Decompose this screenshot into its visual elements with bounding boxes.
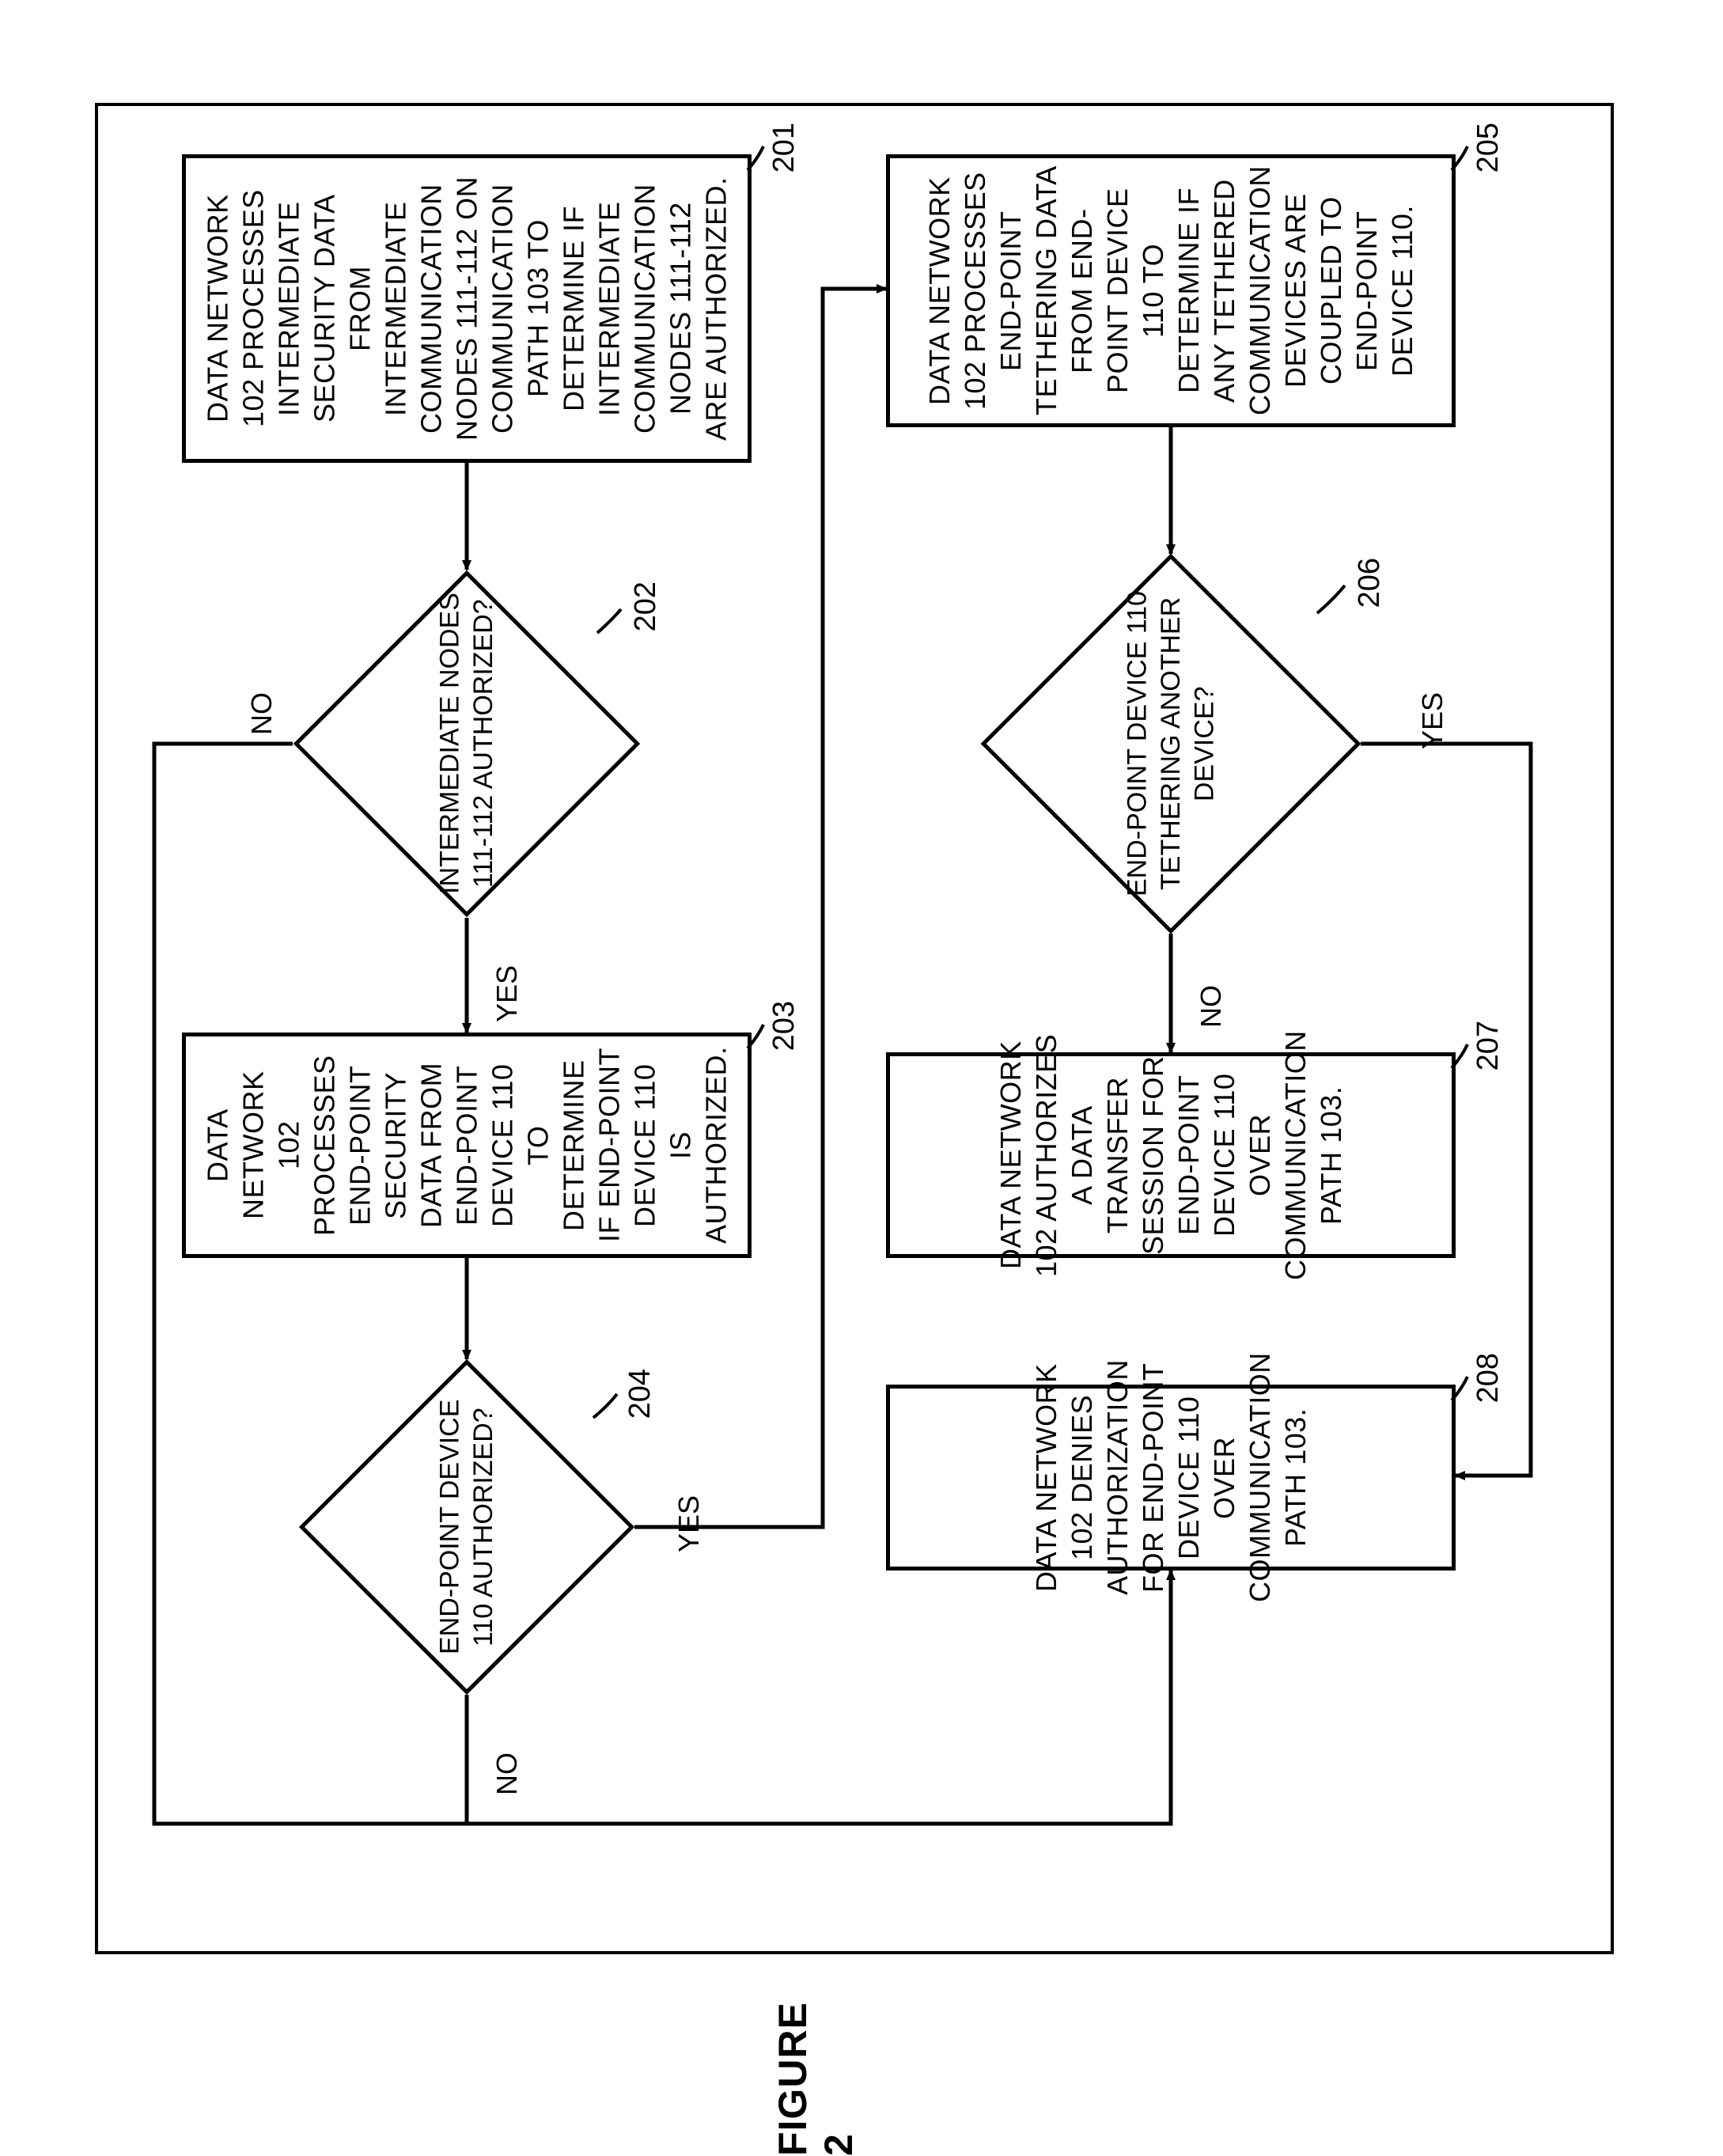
ref-label-201: 201 — [767, 123, 801, 172]
ref-label-208: 208 — [1471, 1353, 1505, 1403]
ref-label-204: 204 — [623, 1369, 657, 1419]
ref-label-206: 206 — [1353, 558, 1387, 608]
node-206-text: END-POINT DEVICE 110 TETHERING ANOTHER D… — [1120, 570, 1221, 918]
edge-label-204-yes: YES — [672, 1495, 706, 1552]
node-202-textwrap: INTERMEDIATE NODES 111-112 AUTHORIZED? — [301, 578, 633, 910]
ref-label-202: 202 — [629, 582, 663, 631]
edge-label-202-yes: YES — [490, 965, 524, 1022]
figure-label: FIGURE 2 — [770, 1994, 862, 2156]
edge-label-202-no: NO — [245, 692, 278, 735]
node-203-text: DATA NETWORK 102 PROCESSES END-POINT SEC… — [200, 1047, 734, 1245]
node-202-text: INTERMEDIATE NODES 111-112 AUTHORIZED? — [434, 585, 501, 902]
edge-label-206-yes: YES — [1416, 692, 1449, 749]
node-207-text: DATA NETWORK 102 AUTHORIZES A DATA TRANS… — [993, 1030, 1349, 1280]
node-201-text: DATA NETWORK 102 PROCESSES INTERMEDIATE … — [200, 174, 734, 443]
node-203: DATA NETWORK 102 PROCESSES END-POINT SEC… — [182, 1033, 752, 1258]
node-208: DATA NETWORK 102 DENIES AUTHORIZATION FO… — [886, 1385, 1456, 1571]
node-205-text: DATA NETWORK 102 PROCESSES END-POINT TET… — [922, 166, 1420, 416]
node-204-textwrap: END-POINT DEVICE 110 AUTHORIZED? — [312, 1373, 621, 1681]
node-207: DATA NETWORK 102 AUTHORIZES A DATA TRANS… — [886, 1052, 1456, 1258]
edge-label-206-no: NO — [1195, 985, 1228, 1028]
node-208-text: DATA NETWORK 102 DENIES AUTHORIZATION FO… — [1028, 1353, 1313, 1603]
node-206-textwrap: END-POINT DEVICE 110 TETHERING ANOTHER D… — [989, 562, 1353, 926]
ref-label-207: 207 — [1471, 1021, 1505, 1070]
ref-label-205: 205 — [1471, 123, 1505, 172]
node-204-text: END-POINT DEVICE 110 AUTHORIZED? — [434, 1381, 501, 1673]
node-201: DATA NETWORK 102 PROCESSES INTERMEDIATE … — [182, 154, 752, 463]
node-205: DATA NETWORK 102 PROCESSES END-POINT TET… — [886, 154, 1456, 427]
flowchart-canvas: DATA NETWORK 102 PROCESSES INTERMEDIATE … — [0, 0, 1723, 2156]
edge-label-204-no: NO — [490, 1752, 524, 1795]
ref-label-203: 203 — [767, 1001, 801, 1051]
